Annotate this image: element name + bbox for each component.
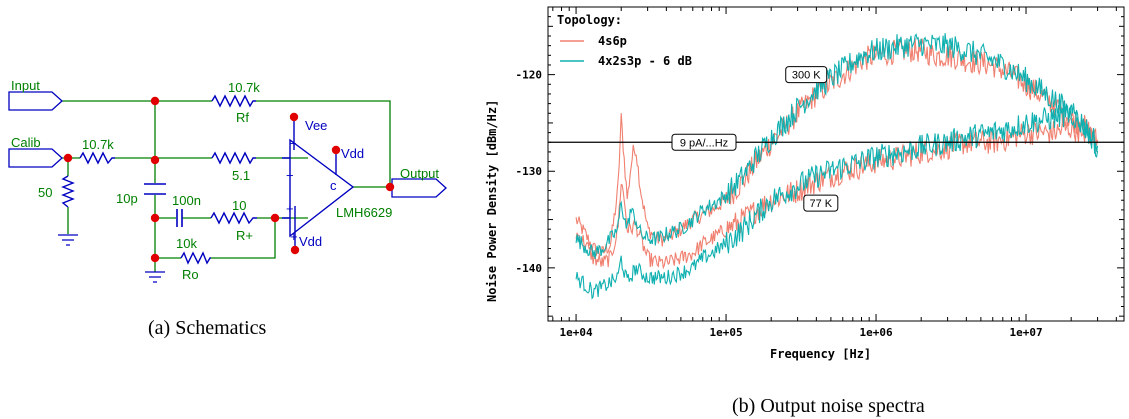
rf-value: 10.7k xyxy=(228,80,260,95)
resistor-rf-icon xyxy=(211,94,256,108)
annotations: 300 K 77 K xyxy=(785,66,839,212)
noise-spectrum-chart: 1e+04 1e+05 1e+06 1e+07 -120 -130 -140 9 pA/..… xyxy=(485,6,1125,417)
data-curves xyxy=(575,33,1099,300)
rterm-value: 50 xyxy=(38,185,52,200)
y-tick-label: -130 xyxy=(516,165,543,178)
x-tick-label: 1e+05 xyxy=(709,326,742,339)
wires xyxy=(62,100,392,272)
node-dot xyxy=(331,145,341,155)
reference-line-label-box xyxy=(671,133,737,151)
series-curve-1-0 xyxy=(575,33,1099,259)
plot-frame xyxy=(547,6,1125,322)
node-dot xyxy=(150,96,160,106)
legend-label-4s6p: 4s6p xyxy=(598,34,627,48)
capacitor-10p-icon xyxy=(144,183,166,195)
opamp-plus-label: + xyxy=(286,201,294,216)
chart-caption: (b) Output noise spectra xyxy=(732,395,925,417)
calib-port-icon xyxy=(8,148,63,168)
y-axis-label: Noise Power Density [dBm/Hz] xyxy=(485,100,499,302)
ground-symbols xyxy=(58,234,165,283)
node-dot xyxy=(289,112,299,122)
output-port-label: Output xyxy=(400,166,439,181)
input-port-label: Input xyxy=(11,78,40,93)
y-tick-label: -140 xyxy=(516,262,543,275)
opamp-minus-supply-label: − xyxy=(289,136,297,151)
node-dot xyxy=(290,245,300,255)
rcal-value: 10.7k xyxy=(82,137,114,152)
cin-value: 10p xyxy=(116,191,138,206)
opamp-name: LMH6629 xyxy=(336,205,392,220)
vdd-bottom-label: Vdd xyxy=(299,234,322,249)
resistors xyxy=(61,94,257,265)
opamp-minus-label: − xyxy=(286,168,294,183)
capacitors xyxy=(144,183,183,227)
cbyp-value: 100n xyxy=(172,193,201,208)
x-tick-label: 1e+06 xyxy=(859,326,892,339)
node-dot xyxy=(150,213,160,223)
x-tick-label: 1e+04 xyxy=(559,326,592,339)
input-port-icon xyxy=(8,91,63,111)
rg-value: 5.1 xyxy=(232,168,250,183)
annotation-label: 300 K xyxy=(792,70,821,82)
output-port-icon xyxy=(391,178,447,198)
vdd-label: Vdd xyxy=(341,146,364,161)
resistor-calib-icon xyxy=(79,151,115,165)
x-tick-label: 1e+07 xyxy=(1009,326,1042,339)
schematic: Input Calib Output 10.7k Rf 10.7k 50 5.1… xyxy=(8,78,447,339)
ground-icon xyxy=(145,271,165,283)
resistor-plus-icon xyxy=(210,211,257,225)
rplus-value: 10 xyxy=(232,198,246,213)
opamp-c-label: c xyxy=(330,178,337,193)
resistor-term-icon xyxy=(61,175,75,208)
capacitor-100n-icon xyxy=(176,209,183,227)
ro-name: Ro xyxy=(182,267,199,282)
resistor-gain-icon xyxy=(211,151,256,165)
ground-icon xyxy=(58,234,78,246)
legend-label-4x2s3p: 4x2s3p - 6 dB xyxy=(598,54,692,68)
reference-line-label: 9 pA/...Hz xyxy=(680,137,728,149)
nodes xyxy=(63,96,395,263)
annotation-label: 77 K xyxy=(809,198,832,210)
ports xyxy=(8,91,447,198)
node-dot xyxy=(150,155,160,165)
axis-tick-labels: 1e+04 1e+05 1e+06 1e+07 -120 -130 -140 xyxy=(516,69,1043,339)
legend-title: Topology: xyxy=(557,13,622,27)
node-dot xyxy=(63,153,73,163)
opamp-icon xyxy=(282,117,355,250)
reference-line: 9 pA/...Hz xyxy=(548,133,1124,151)
rplus-name: R+ xyxy=(236,228,253,243)
ro-value: 10k xyxy=(176,236,197,251)
vee-label: Vee xyxy=(305,118,327,133)
x-axis-label: Frequency [Hz] xyxy=(770,347,871,361)
node-dot xyxy=(385,182,395,192)
node-dot xyxy=(150,253,160,263)
y-tick-label: -120 xyxy=(516,69,543,82)
calib-port-label: Calib xyxy=(11,135,41,150)
opamp-plus-supply-label: + xyxy=(290,229,298,244)
rf-name: Rf xyxy=(236,110,249,125)
schematic-caption: (a) Schematics xyxy=(148,317,266,339)
annotation-box xyxy=(803,194,839,212)
node-dot xyxy=(270,213,280,223)
legend: Topology: 4s6p 4x2s3p - 6 dB xyxy=(557,13,692,68)
series-curve-1-1 xyxy=(575,102,1099,300)
annotation-box xyxy=(785,66,828,84)
resistor-ro-icon xyxy=(180,251,211,265)
